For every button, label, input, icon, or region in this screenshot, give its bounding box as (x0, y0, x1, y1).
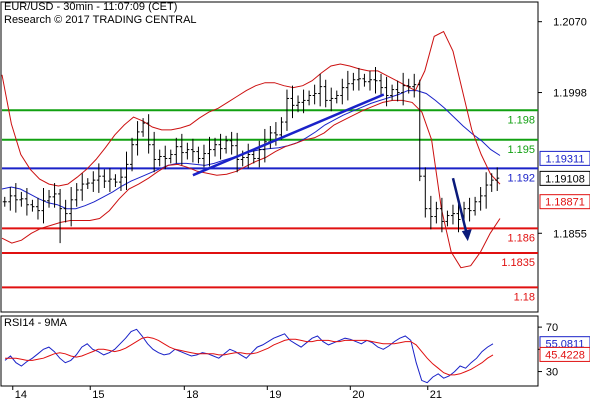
x-tick-label: 21 (430, 389, 442, 400)
price-marker-label-box (539, 150, 590, 166)
rsi-y-tick-label: 70 (546, 322, 558, 334)
price-marker-label-box (539, 194, 590, 210)
bollinger-lower (1, 99, 501, 269)
rsi-panel-frame (0, 315, 539, 387)
price-marker-label: 1.19108 (545, 173, 585, 185)
copyright-text: Research © 2017 TRADING CENTRAL (4, 14, 197, 26)
rsi14-line (4, 328, 494, 384)
x-tick-label: 19 (269, 389, 281, 400)
price-marker-label-box (539, 170, 590, 186)
rsi-y-tick-label: 30 (546, 367, 558, 379)
price-marker-label: 1.18871 (545, 197, 585, 209)
rsi-marker-label: 45.4228 (545, 349, 585, 361)
level-label: 1.192 (507, 172, 535, 184)
rsi-marker-label-box (539, 346, 590, 362)
forecast-arrow-line (451, 177, 469, 235)
price-marker-label: 1.19311 (546, 153, 585, 165)
x-tick-label: 15 (92, 389, 104, 400)
bollinger-upper (1, 30, 501, 187)
chart-title: EUR/USD - 30min - 11:07:09 (CET) (4, 1, 178, 13)
level-label: 1.198 (507, 114, 535, 126)
rsi-title: RSI14 - 9MA (4, 317, 68, 329)
x-tick-label: 20 (352, 389, 364, 400)
y-tick-label: 1.2070 (553, 17, 587, 29)
9ma-line (5, 336, 494, 376)
y-tick-label: 1.1855 (553, 228, 587, 240)
level-label: 1.186 (507, 232, 535, 244)
forecast-arrow-head (461, 229, 472, 242)
price-panel-frame (0, 1, 539, 313)
y-tick-label: 1.1998 (553, 88, 587, 100)
level-label: 1.18 (514, 291, 535, 303)
level-label: 1.1835 (501, 257, 535, 269)
x-tick-label: 18 (186, 389, 198, 400)
x-tick-label: 14 (15, 389, 27, 400)
level-label: 1.195 (507, 144, 535, 156)
trendline (192, 93, 385, 177)
